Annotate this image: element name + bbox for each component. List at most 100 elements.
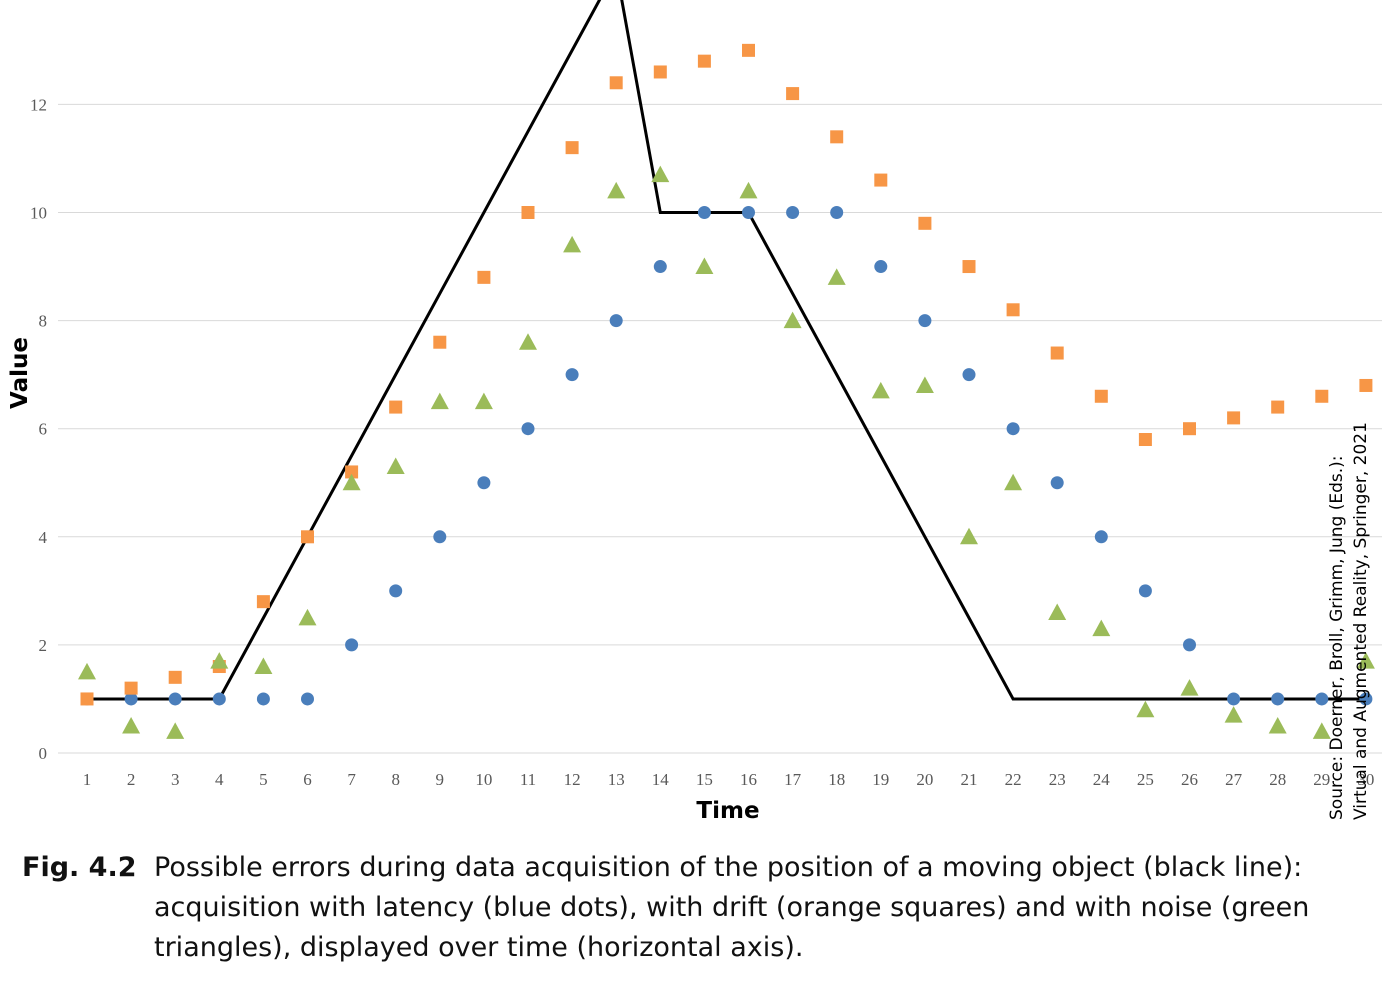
noise-point xyxy=(1268,716,1287,734)
latency-point xyxy=(1094,530,1108,544)
noise-point xyxy=(1180,679,1199,696)
noise-point xyxy=(1312,722,1331,739)
drift-point xyxy=(256,595,270,609)
x-tick-label: 1 xyxy=(83,770,92,789)
x-tick-label: 23 xyxy=(1049,770,1066,789)
latency-point xyxy=(1138,584,1152,598)
y-tick-label: 8 xyxy=(39,312,48,331)
x-tick-label: 26 xyxy=(1181,770,1198,789)
data-series xyxy=(78,0,1375,739)
y-tick-label: 12 xyxy=(30,95,47,114)
drift-point xyxy=(168,670,182,684)
latency-point xyxy=(742,206,755,219)
latency-point xyxy=(786,206,800,219)
latency-point xyxy=(962,368,976,382)
x-tick-label: 4 xyxy=(215,770,224,789)
x-axis-ticks: 1 2 3 4 5 6 7 8 9 10 11 12 13 14 15 16 17 18 19 20 21 22 23 24 2… xyxy=(83,770,1375,789)
x-axis-title: Time xyxy=(696,798,759,824)
drift-point xyxy=(521,206,535,219)
x-tick-label: 15 xyxy=(696,770,713,789)
latency-point xyxy=(653,260,667,274)
latency-point xyxy=(389,584,403,598)
drift-point xyxy=(653,65,667,79)
drift-point xyxy=(1138,433,1152,447)
noise-point xyxy=(1048,603,1067,620)
noise-point xyxy=(430,392,449,410)
drift-point xyxy=(565,141,579,155)
latency-point xyxy=(1227,692,1241,706)
x-tick-label: 16 xyxy=(740,770,757,789)
x-tick-label: 9 xyxy=(436,770,445,789)
x-tick-label: 25 xyxy=(1137,770,1154,789)
latency-point xyxy=(609,314,623,328)
noise-point xyxy=(166,722,185,739)
x-tick-label: 28 xyxy=(1269,770,1286,789)
latency-point xyxy=(1183,638,1196,652)
latency-point xyxy=(477,476,491,490)
latency-point xyxy=(1050,476,1064,490)
drift-point xyxy=(80,692,94,706)
position-line xyxy=(87,0,1366,701)
drift-point xyxy=(301,530,314,544)
x-tick-label: 10 xyxy=(475,770,492,789)
x-tick-label: 17 xyxy=(784,770,802,789)
drift-point xyxy=(1006,303,1020,317)
drift-point xyxy=(345,465,359,479)
noise-point xyxy=(1004,473,1023,491)
drift-point xyxy=(1359,378,1373,392)
latency-point xyxy=(212,692,226,706)
y-tick-label: 2 xyxy=(39,636,48,655)
noise-point xyxy=(342,473,361,491)
noise-point xyxy=(695,257,714,275)
figure-caption-text: Possible errors during data acquisition … xyxy=(154,852,1310,963)
drift-point xyxy=(609,76,623,90)
latency-point xyxy=(697,206,711,219)
noise-point xyxy=(519,333,537,350)
drift-point xyxy=(1271,400,1285,414)
figure-label: Fig. 4.2 xyxy=(22,852,137,883)
noise-point xyxy=(122,716,141,734)
drift-point xyxy=(389,400,403,414)
latency-point xyxy=(521,422,535,436)
noise-point xyxy=(78,662,96,680)
x-tick-label: 24 xyxy=(1093,770,1111,789)
noise-point xyxy=(915,376,934,393)
drift-point xyxy=(433,335,447,349)
drift-point xyxy=(918,216,932,230)
x-tick-label: 3 xyxy=(171,770,180,789)
x-tick-label: 8 xyxy=(391,770,400,789)
drift-point xyxy=(1227,411,1241,425)
source-line-1: Source: Doerner, Broll, Grimm, Jung (Eds… xyxy=(1327,456,1347,820)
latency-point xyxy=(433,530,447,544)
noise-point xyxy=(1136,700,1155,718)
noise-point xyxy=(651,165,670,183)
y-tick-label: 0 xyxy=(39,744,48,763)
x-tick-label: 14 xyxy=(652,770,670,789)
x-tick-label: 2 xyxy=(127,770,136,789)
drift-point xyxy=(830,130,844,144)
x-tick-label: 5 xyxy=(259,770,268,789)
x-tick-label: 30 xyxy=(1357,770,1374,789)
noise-point xyxy=(386,457,405,475)
x-tick-label: 12 xyxy=(564,770,581,789)
latency-point xyxy=(830,206,844,219)
latency-point xyxy=(168,692,182,706)
noise-point xyxy=(960,527,978,545)
noise-point xyxy=(210,652,229,669)
latency-point xyxy=(1006,422,1020,436)
noise-point xyxy=(607,181,626,199)
latency-point xyxy=(301,692,314,706)
y-tick-label: 4 xyxy=(39,528,48,547)
latency-point xyxy=(565,368,579,382)
drift-point xyxy=(124,681,138,695)
x-tick-label: 27 xyxy=(1225,770,1243,789)
noise-point xyxy=(739,181,758,199)
x-tick-label: 7 xyxy=(347,770,356,789)
noise-point xyxy=(783,311,802,329)
latency-point xyxy=(345,638,359,652)
x-tick-label: 19 xyxy=(872,770,889,789)
noise-point xyxy=(827,268,846,285)
latency-point xyxy=(1359,692,1373,706)
drift-point xyxy=(1094,389,1108,403)
latency-point xyxy=(918,314,932,328)
